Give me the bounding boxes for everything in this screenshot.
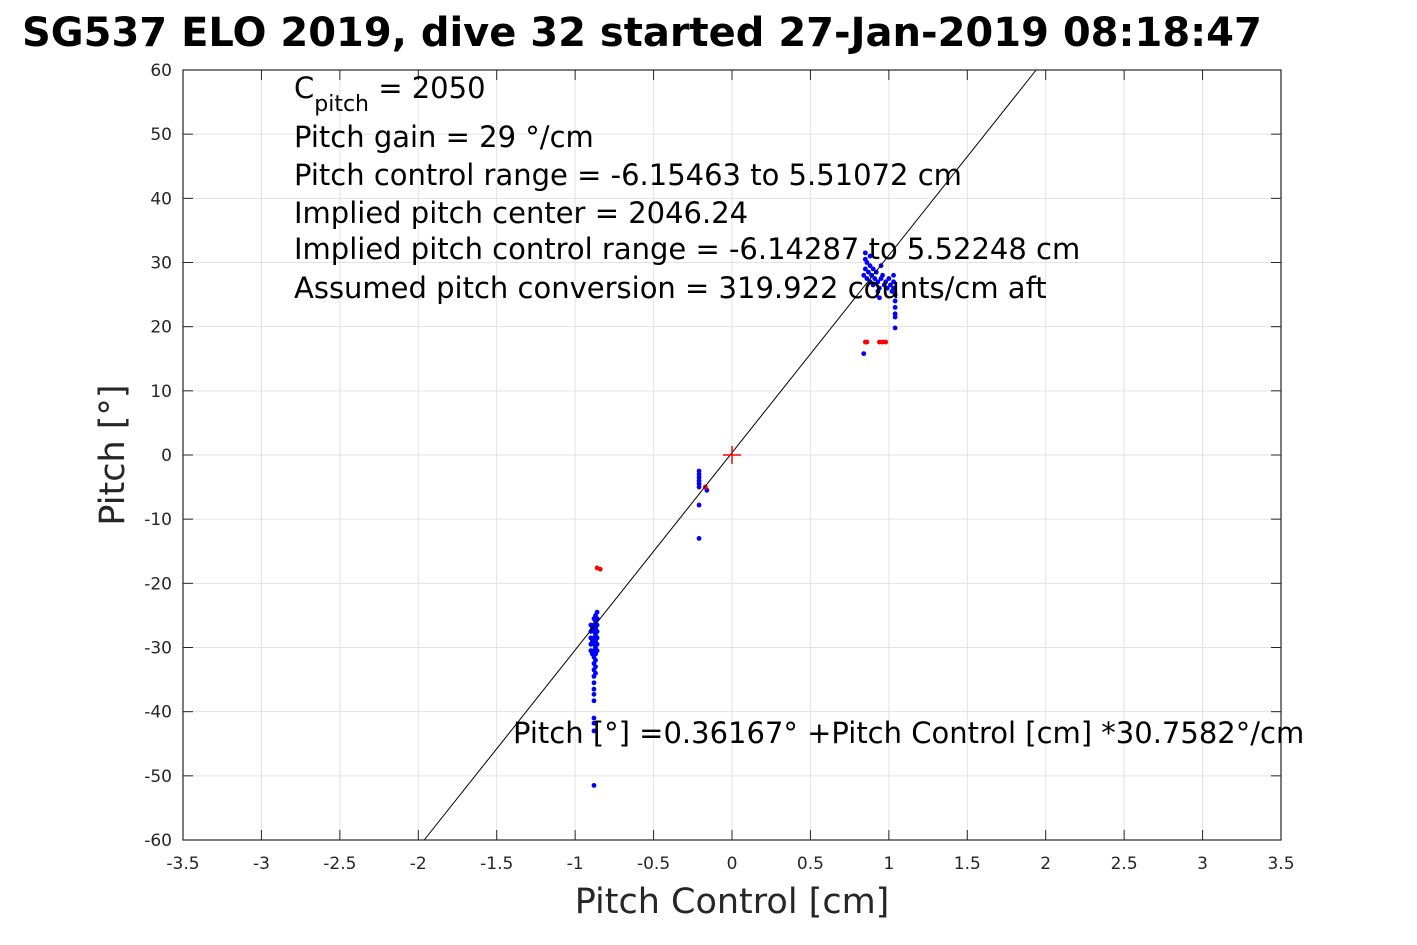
data-point xyxy=(591,686,597,692)
x-tick-label: 1.5 xyxy=(954,854,981,874)
x-tick-label: 2 xyxy=(1040,854,1051,874)
data-point xyxy=(591,720,597,726)
data-point xyxy=(870,266,876,272)
data-point xyxy=(892,305,898,310)
center-plus-marker xyxy=(723,446,741,464)
y-tick-label: 20 xyxy=(150,318,172,338)
data-point xyxy=(884,285,890,291)
y-tick-label: 0 xyxy=(161,446,172,466)
data-point xyxy=(696,536,702,541)
data-point xyxy=(593,670,598,676)
chart-title: SG537 ELO 2019, dive 32 started 27-Jan-2… xyxy=(22,10,1262,56)
red-points-series xyxy=(594,339,889,572)
x-axis-label: Pitch Control [cm] xyxy=(575,882,890,922)
y-tick-label: -50 xyxy=(144,767,172,787)
y-tick-label: -10 xyxy=(144,510,172,530)
data-point xyxy=(866,269,871,275)
data-point xyxy=(867,263,873,269)
data-point xyxy=(892,298,898,304)
blue-points-series xyxy=(588,250,898,788)
x-tick-label: 2.5 xyxy=(1111,854,1138,874)
data-point xyxy=(892,314,898,320)
data-point xyxy=(875,279,881,285)
y-axis-label: Pitch [°] xyxy=(93,384,133,525)
y-tick-label: 10 xyxy=(150,382,172,402)
fit-equation-annotation: Pitch [°] =0.36167° +Pitch Control [cm] … xyxy=(513,716,1304,750)
y-axis-ticks: -60 -50 -40 -30 -20 -10 0 10 20 30 40 50 60 xyxy=(144,61,1281,851)
y-tick-label: 40 xyxy=(150,189,172,209)
data-point xyxy=(892,325,898,331)
x-tick-label: 3 xyxy=(1197,854,1208,874)
implied-pitch-center-annotation: Implied pitch center = 2046.24 xyxy=(294,196,748,230)
x-tick-label: -3 xyxy=(253,854,270,874)
data-point xyxy=(891,279,896,285)
x-tick-label: -1.5 xyxy=(480,854,513,874)
y-tick-label: 30 xyxy=(150,254,172,274)
y-tick-label: 60 xyxy=(150,61,172,81)
data-point xyxy=(880,272,885,278)
x-tick-label: -1 xyxy=(567,854,584,874)
data-point xyxy=(594,635,600,641)
data-point xyxy=(862,250,868,256)
y-tick-label: 50 xyxy=(150,125,172,145)
data-point xyxy=(591,680,597,686)
y-tick-label: -60 xyxy=(144,831,172,851)
data-point xyxy=(591,698,597,704)
data-point xyxy=(872,276,878,281)
pitch-conversion-annotation: Assumed pitch conversion = 319.922 count… xyxy=(294,271,1047,305)
pitch-control-range-annotation: Pitch control range = -6.15463 to 5.5107… xyxy=(294,158,962,192)
data-point xyxy=(591,728,597,734)
data-point xyxy=(591,691,597,697)
data-point xyxy=(869,272,875,278)
data-point xyxy=(883,279,889,285)
data-point xyxy=(594,648,600,654)
excluded-data-point xyxy=(594,565,600,571)
x-tick-label: -0.5 xyxy=(637,854,670,874)
data-point xyxy=(864,276,870,281)
data-point xyxy=(886,276,892,281)
data-point xyxy=(594,609,600,615)
x-tick-label: 0.5 xyxy=(797,854,824,874)
data-point xyxy=(591,715,597,721)
y-tick-label: -30 xyxy=(144,639,172,659)
data-point xyxy=(861,272,867,278)
data-point xyxy=(594,641,600,647)
implied-pitch-control-range-annotation: Implied pitch control range = -6.14287 t… xyxy=(294,232,1080,266)
pitch-gain-annotation: Pitch gain = 29 °/cm xyxy=(294,120,594,154)
data-point xyxy=(696,502,702,508)
y-tick-label: -20 xyxy=(144,574,172,594)
excluded-data-point xyxy=(864,339,870,345)
data-point xyxy=(594,629,600,634)
data-point xyxy=(877,295,882,301)
center-marker-group xyxy=(723,446,741,464)
data-point xyxy=(891,285,896,291)
x-tick-label: -2 xyxy=(410,854,427,874)
x-tick-label: -3.5 xyxy=(166,854,199,874)
data-point xyxy=(892,292,898,297)
x-tick-label: 3.5 xyxy=(1267,854,1294,874)
data-point xyxy=(862,266,868,272)
data-point xyxy=(891,272,896,278)
data-point xyxy=(593,664,598,670)
data-point xyxy=(888,282,893,288)
x-tick-label: 1 xyxy=(883,854,894,874)
data-point xyxy=(591,783,597,788)
data-point xyxy=(696,484,702,490)
data-point xyxy=(593,657,598,663)
data-point xyxy=(861,351,867,357)
x-axis-ticks: -3.5 -3 -2.5 -2 -1.5 -1 -0.5 0 0.5 1 1.5 2 2.5 3 3.5 xyxy=(166,70,1295,874)
data-point xyxy=(864,260,870,265)
data-point xyxy=(594,616,600,622)
excluded-data-point xyxy=(883,339,889,345)
y-tick-label: -40 xyxy=(144,703,172,723)
axes-box xyxy=(182,69,1282,841)
x-tick-label: -2.5 xyxy=(323,854,356,874)
data-point xyxy=(877,285,882,291)
data-points xyxy=(588,250,898,788)
data-point xyxy=(870,282,876,288)
x-tick-label: 0 xyxy=(727,854,738,874)
data-point xyxy=(867,253,873,259)
cpitch-annotation: Cpitch = 2050 xyxy=(294,71,486,117)
